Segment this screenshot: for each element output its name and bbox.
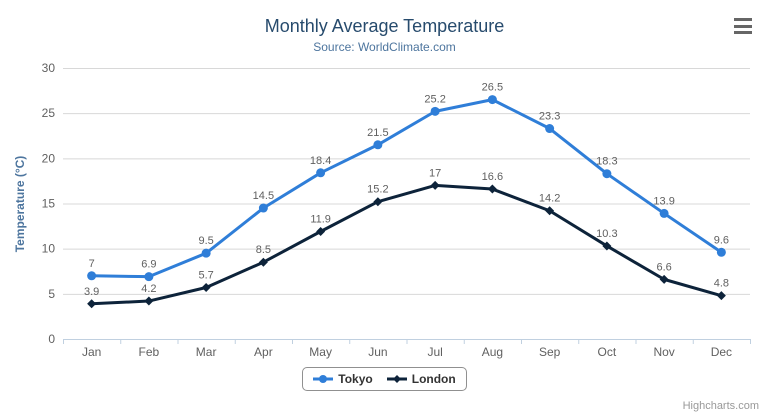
tokyo-marker-sep[interactable] bbox=[545, 124, 555, 134]
data-label: 5.7 bbox=[198, 270, 213, 282]
tokyo-marker-apr[interactable] bbox=[258, 203, 268, 213]
london-marker-mar[interactable] bbox=[201, 283, 211, 293]
london-marker-jan[interactable] bbox=[87, 299, 97, 309]
y-axis-label: 25 bbox=[42, 106, 56, 120]
x-axis-label: Mar bbox=[196, 345, 217, 359]
london-marker-sep[interactable] bbox=[545, 206, 555, 216]
data-label: 3.9 bbox=[84, 286, 99, 298]
data-label: 6.9 bbox=[141, 259, 156, 271]
menu-bar bbox=[734, 24, 752, 28]
y-axis-label: 0 bbox=[48, 332, 55, 346]
data-label: 6.6 bbox=[656, 261, 671, 273]
data-label: 4.2 bbox=[141, 283, 156, 295]
tokyo-marker-jan[interactable] bbox=[87, 271, 97, 281]
x-axis-label: Apr bbox=[254, 345, 273, 359]
x-axis-label: Feb bbox=[139, 345, 160, 359]
x-axis-label: Dec bbox=[711, 345, 732, 359]
tokyo-marker-dec[interactable] bbox=[716, 247, 726, 257]
y-axis-label: 30 bbox=[42, 61, 56, 75]
london-marker-nov[interactable] bbox=[659, 274, 669, 284]
data-label: 10.3 bbox=[596, 228, 617, 240]
tokyo-line-series[interactable] bbox=[90, 98, 723, 279]
data-label: 4.8 bbox=[714, 278, 729, 290]
tokyo-marker-nov[interactable] bbox=[659, 208, 669, 218]
data-label: 8.5 bbox=[256, 244, 271, 256]
data-label: 26.5 bbox=[482, 82, 503, 94]
x-axis-label: Nov bbox=[653, 345, 674, 359]
legend-label: London bbox=[411, 372, 456, 386]
data-label: 9.6 bbox=[714, 234, 729, 246]
data-label: 16.6 bbox=[482, 171, 503, 183]
tokyo-marker-may[interactable] bbox=[316, 168, 326, 178]
y-axis-label: 15 bbox=[42, 197, 56, 211]
chart-title: Monthly Average Temperature bbox=[264, 16, 505, 36]
x-axis-label: May bbox=[309, 345, 332, 359]
data-label: 17 bbox=[429, 167, 441, 179]
london-marker-feb[interactable] bbox=[144, 296, 154, 306]
london-line-series[interactable] bbox=[90, 183, 723, 306]
legend-box: Tokyo London bbox=[302, 367, 467, 391]
data-label: 18.3 bbox=[596, 156, 617, 168]
x-axis-label: Aug bbox=[482, 345, 503, 359]
menu-bar bbox=[734, 31, 752, 34]
tokyo-marker-jun[interactable] bbox=[373, 140, 383, 150]
tokyo-legend-marker-icon bbox=[313, 375, 334, 383]
x-axis-label: Oct bbox=[598, 345, 617, 359]
data-label: 21.5 bbox=[367, 127, 388, 139]
x-axis-label: Jul bbox=[427, 345, 442, 359]
data-label: 15.2 bbox=[367, 184, 388, 196]
y-axis-label: 5 bbox=[48, 287, 55, 301]
london-marker-dec[interactable] bbox=[716, 291, 726, 301]
x-axis-label: Jun bbox=[368, 345, 387, 359]
london-marker-aug[interactable] bbox=[487, 184, 497, 194]
x-axis-label: Sep bbox=[539, 345, 561, 359]
data-label: 18.4 bbox=[310, 155, 331, 167]
london-marker-oct[interactable] bbox=[602, 241, 612, 251]
london-marker-jul[interactable] bbox=[430, 180, 440, 190]
london-marker-apr[interactable] bbox=[258, 257, 268, 267]
tokyo-marker-jul[interactable] bbox=[430, 106, 440, 116]
tokyo-marker-aug[interactable] bbox=[487, 95, 497, 105]
x-axis-label: Jan bbox=[82, 345, 101, 359]
data-label: 25.2 bbox=[424, 93, 445, 105]
data-label: 11.9 bbox=[310, 214, 331, 226]
data-label: 23.3 bbox=[539, 111, 560, 123]
london-marker-may[interactable] bbox=[316, 227, 326, 237]
tokyo-marker-feb[interactable] bbox=[144, 272, 154, 282]
london-marker-jun[interactable] bbox=[373, 197, 383, 207]
legend: Tokyo London bbox=[0, 367, 769, 391]
legend-item-tokyo[interactable]: Tokyo bbox=[313, 372, 373, 386]
legend-label: Tokyo bbox=[338, 372, 373, 386]
y-axis-title: Temperature (°C) bbox=[13, 155, 27, 253]
y-axis-label: 10 bbox=[42, 242, 56, 256]
tokyo-marker-oct[interactable] bbox=[602, 169, 612, 179]
menu-bar bbox=[734, 18, 752, 21]
data-label: 13.9 bbox=[653, 195, 674, 207]
data-label: 9.5 bbox=[198, 235, 213, 247]
data-label: 14.5 bbox=[253, 190, 274, 202]
tokyo-marker-mar[interactable] bbox=[201, 248, 211, 258]
y-axis-label: 20 bbox=[42, 151, 56, 165]
chart-subtitle: Source: WorldClimate.com bbox=[313, 40, 456, 54]
hamburger-menu-icon[interactable] bbox=[731, 15, 755, 37]
legend-item-london[interactable]: London bbox=[386, 372, 456, 386]
data-label: 7 bbox=[89, 258, 95, 270]
london-legend-marker-icon bbox=[386, 375, 407, 383]
highcharts-credits-link[interactable]: Highcharts.com bbox=[682, 400, 759, 412]
data-label: 14.2 bbox=[539, 193, 560, 205]
